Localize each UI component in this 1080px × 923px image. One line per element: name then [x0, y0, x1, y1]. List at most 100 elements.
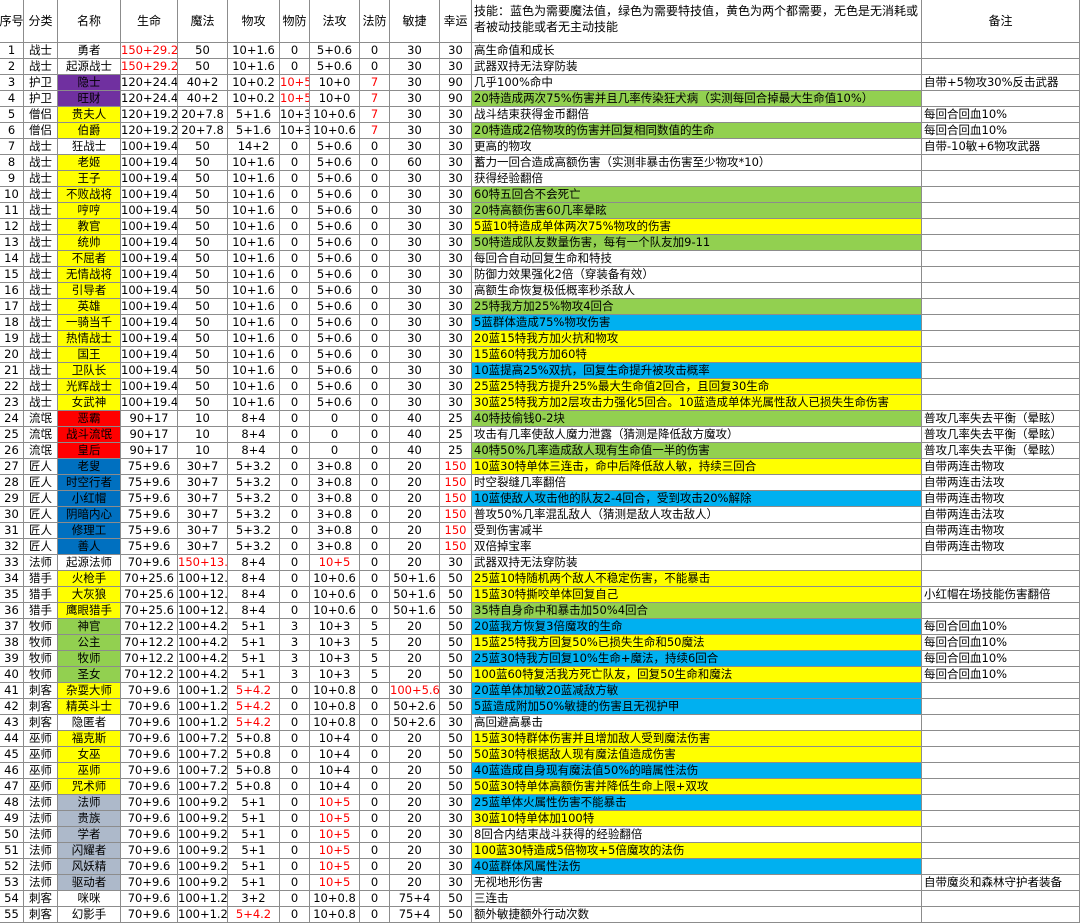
table-cell: 0: [280, 251, 310, 267]
table-cell: 0: [280, 475, 310, 491]
table-cell: 女巫: [58, 747, 121, 763]
table-cell: 5+0.6: [310, 155, 360, 171]
table-cell: 30: [440, 395, 472, 411]
table-cell: 14: [0, 251, 24, 267]
table-cell: 100+19.4: [121, 251, 178, 267]
table-cell: 圣女: [58, 667, 121, 683]
table-cell: 150: [440, 523, 472, 539]
note-cell: [922, 219, 1080, 235]
table-cell: 巫师: [24, 731, 58, 747]
table-cell: 牧师: [24, 619, 58, 635]
skill-cell: 40特50%几率造成敌人现有生命值一半的伤害: [472, 443, 922, 459]
skill-cell: 5蓝造成附加50%敏捷的伤害且无视护甲: [472, 699, 922, 715]
table-cell: 100+9.2: [178, 843, 228, 859]
table-cell: 战士: [24, 171, 58, 187]
table-cell: 10+0: [310, 75, 360, 91]
table-cell: 5+0.6: [310, 283, 360, 299]
skill-cell: 10蓝提高25%双抗，回复生命提升被攻击概率: [472, 363, 922, 379]
table-cell: 120+19.2: [121, 123, 178, 139]
table-cell: 0: [360, 603, 390, 619]
table-cell: 25: [440, 411, 472, 427]
table-cell: 3+2: [228, 891, 280, 907]
table-cell: 34: [0, 571, 24, 587]
table-cell: 30: [390, 123, 440, 139]
skill-cell: 20蓝单体加敏20蓝减敌方敏: [472, 683, 922, 699]
table-cell: 国王: [58, 347, 121, 363]
table-cell: 战士: [24, 379, 58, 395]
table-cell: 统帅: [58, 235, 121, 251]
note-cell: [922, 203, 1080, 219]
note-cell: [922, 91, 1080, 107]
header-cell: 名称: [58, 0, 121, 43]
note-cell: [922, 843, 1080, 859]
skill-cell: 无视地形伤害: [472, 875, 922, 891]
table-cell: 刺客: [24, 715, 58, 731]
note-cell: [922, 715, 1080, 731]
table-cell: 匠人: [24, 539, 58, 555]
table-cell: 5+1: [228, 827, 280, 843]
table-cell: 8+4: [228, 443, 280, 459]
table-cell: 3+0.8: [310, 459, 360, 475]
table-cell: 20: [0, 347, 24, 363]
header-cell: 分类: [24, 0, 58, 43]
table-cell: 20: [390, 859, 440, 875]
table-cell: 20: [390, 747, 440, 763]
note-cell: 自带两连击物攻: [922, 459, 1080, 475]
table-cell: 100+1.2: [178, 907, 228, 923]
table-cell: 法师: [24, 795, 58, 811]
table-cell: 10+1.6: [228, 299, 280, 315]
table-cell: 100+5.6: [390, 683, 440, 699]
note-cell: 每回合回血10%: [922, 107, 1080, 123]
table-cell: 战士: [24, 155, 58, 171]
table-cell: 不败战将: [58, 187, 121, 203]
table-cell: 10+0.8: [310, 715, 360, 731]
skill-cell: 25蓝30特我方回复10%生命+魔法，持续6回合: [472, 651, 922, 667]
table-cell: 100+19.4: [121, 331, 178, 347]
skill-cell: 高生命值和成长: [472, 43, 922, 59]
skill-cell: 30蓝25特我方加2层攻击力强化5回合。10蓝造成单体光属性敌人已损失生命伤害: [472, 395, 922, 411]
table-cell: 10+4: [310, 779, 360, 795]
table-cell: 70+9.6: [121, 763, 178, 779]
table-cell: 20: [390, 667, 440, 683]
table-cell: 精英斗士: [58, 699, 121, 715]
table-cell: 0: [360, 427, 390, 443]
table-cell: 30: [440, 203, 472, 219]
table-cell: 90: [440, 75, 472, 91]
table-cell: 10+3: [310, 651, 360, 667]
skill-cell: 防御力效果强化2倍（穿装备有效）: [472, 267, 922, 283]
table-cell: 5+4.2: [228, 907, 280, 923]
table-cell: 33: [0, 555, 24, 571]
note-cell: 普攻几率失去平衡（晕眩）: [922, 443, 1080, 459]
table-cell: 50: [178, 379, 228, 395]
table-cell: 90+17: [121, 443, 178, 459]
table-cell: 驱动者: [58, 875, 121, 891]
table-cell: 20: [390, 619, 440, 635]
table-cell: 70+9.6: [121, 875, 178, 891]
table-cell: 7: [360, 107, 390, 123]
table-cell: 27: [0, 459, 24, 475]
table-cell: 0: [280, 395, 310, 411]
table-cell: 0: [280, 283, 310, 299]
table-cell: 牧师: [24, 651, 58, 667]
table-cell: 30: [390, 235, 440, 251]
table-cell: 5+1: [228, 811, 280, 827]
table-cell: 0: [360, 363, 390, 379]
table-cell: 巫师: [24, 747, 58, 763]
table-cell: 8+4: [228, 571, 280, 587]
table-cell: 战士: [24, 347, 58, 363]
table-cell: 0: [310, 411, 360, 427]
table-cell: 20: [390, 523, 440, 539]
table-cell: 50: [440, 763, 472, 779]
table-cell: 20: [390, 779, 440, 795]
skill-cell: 40蓝造成自身现有魔法值50%的暗属性法伤: [472, 763, 922, 779]
table-cell: 70+12.2: [121, 635, 178, 651]
table-cell: 30: [440, 171, 472, 187]
skill-cell: 50蓝30特单体高额伤害并降低生命上限+双攻: [472, 779, 922, 795]
table-cell: 0: [360, 139, 390, 155]
table-cell: 哼哼: [58, 203, 121, 219]
table-cell: 战士: [24, 235, 58, 251]
table-cell: 0: [360, 587, 390, 603]
table-cell: 50+1.6: [390, 571, 440, 587]
table-cell: 10+5: [310, 843, 360, 859]
table-cell: 100+12.8: [178, 603, 228, 619]
